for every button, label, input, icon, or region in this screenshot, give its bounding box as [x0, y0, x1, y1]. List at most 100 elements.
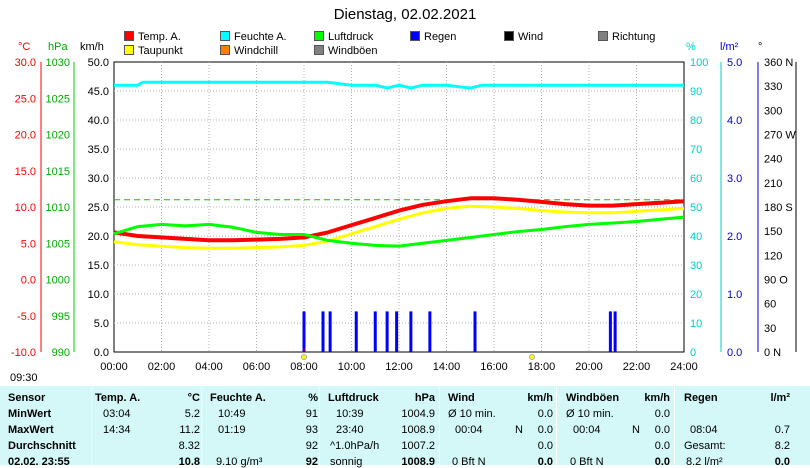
temp-avg: 8.32: [178, 440, 200, 452]
legend-swatch: [504, 31, 514, 41]
direction-tick-label: 240: [764, 154, 782, 166]
x-tick-label: 08:00: [290, 361, 318, 373]
direction-tick-label: 0 N: [764, 347, 781, 359]
humidity-max-time: 01:19: [218, 424, 246, 436]
rain-bar: [373, 311, 377, 352]
column-header: Luftdruck: [328, 392, 379, 404]
legend-label: Luftdruck: [328, 31, 374, 43]
x-tick-label: 10:00: [338, 361, 366, 373]
humidity-tick-label: 90: [690, 86, 702, 98]
column-header: Wind: [448, 392, 475, 404]
gust-avg: 0.0: [654, 440, 670, 452]
wind-axis-unit: km/h: [80, 41, 104, 53]
column-unit: °C: [187, 392, 200, 404]
humidity-axis-unit: %: [686, 41, 696, 53]
pressure-tick-label: 995: [52, 311, 70, 323]
temp-tick-label: -10.0: [11, 347, 36, 359]
temp-max: 11.2: [179, 424, 200, 436]
wind-min-label: Ø 10 min.: [448, 408, 496, 420]
rain-current: 0.0: [774, 456, 790, 468]
humidity-tick-label: 40: [690, 231, 702, 243]
legend-item-feuchte-a: Feuchte A.: [220, 31, 287, 43]
summary-table: Sensor MinWert MaxWert Durchschnitt 02.02. 2…: [0, 386, 810, 468]
wind-current: 0.0: [537, 456, 553, 468]
pressure-max: 1008.9: [401, 424, 435, 436]
direction-axis-unit: °: [758, 41, 763, 53]
humidity-min-time: 10:49: [218, 408, 246, 420]
humidity-tick-label: 30: [690, 260, 702, 272]
pressure-tick-label: 1005: [46, 238, 70, 250]
temp-axis-unit: °C: [18, 41, 31, 53]
pressure-min-time: 10:39: [336, 408, 364, 420]
direction-tick-label: 60: [764, 299, 776, 311]
x-tick-label: 18:00: [528, 361, 556, 373]
humidity-tick-label: 10: [690, 318, 702, 330]
temp-tick-label: 0.0: [21, 275, 36, 287]
rain-tick-label: 4.0: [727, 115, 742, 127]
pressure-tick-label: 990: [52, 347, 70, 359]
temp-tick-label: 15.0: [15, 166, 36, 178]
column-separator: [319, 386, 320, 465]
humidity-tick-label: 0: [690, 347, 696, 359]
direction-tick-label: 270 W: [764, 130, 796, 142]
wind-min: 0.0: [537, 408, 553, 420]
pressure-tick-label: 1025: [46, 93, 70, 105]
legend-item-wind: Wind: [504, 31, 543, 43]
direction-tick-label: 360 N: [764, 57, 793, 69]
x-tick-label: 14:00: [433, 361, 461, 373]
column-separator: [556, 386, 557, 465]
wind-tick-label: 50.0: [88, 57, 109, 69]
series-line-feuchte-a: [114, 80, 684, 90]
legend-label: Wind: [518, 31, 544, 43]
legend-label: Richtung: [612, 31, 656, 43]
rain-bar: [328, 311, 332, 352]
temp-min: 5.2: [184, 408, 200, 420]
wind-max: 0.0: [537, 424, 553, 436]
wind-tick-label: 20.0: [88, 231, 109, 243]
legend-swatch: [124, 31, 134, 41]
legend-swatch: [220, 45, 230, 55]
legend-label: Windböen: [328, 45, 378, 57]
wind-avg: 0.0: [537, 440, 553, 452]
x-tick-label: 20:00: [575, 361, 603, 373]
direction-tick-label: 30: [764, 323, 776, 335]
row-label: Durchschnitt: [8, 440, 76, 452]
current-time: 09:30: [10, 372, 38, 384]
wind-max-time: 00:04: [455, 424, 483, 436]
x-tick-label: 12:00: [385, 361, 413, 373]
pressure-forecast: sonnig: [330, 456, 363, 468]
rain-total: 8.2: [774, 440, 790, 452]
rain-total-label: Gesamt:: [684, 440, 726, 452]
marker-sunset: [529, 354, 535, 360]
legend-label: Windchill: [234, 45, 279, 57]
wind-tick-label: 5.0: [94, 318, 109, 330]
humidity-tick-label: 70: [690, 144, 702, 156]
temp-tick-label: -5.0: [17, 311, 36, 323]
rain-tick-label: 1.0: [727, 289, 742, 301]
direction-tick-label: 330: [764, 81, 782, 93]
pressure-max-time: 23:40: [336, 424, 364, 436]
rain-bar: [321, 311, 325, 352]
temp-current: 10.8: [178, 456, 200, 468]
row-label: MinWert: [8, 408, 52, 420]
gust-max-time: 00:04: [573, 424, 601, 436]
wind-tick-label: 15.0: [88, 260, 109, 272]
temp-tick-label: 10.0: [15, 202, 36, 214]
legend-swatch: [598, 31, 608, 41]
column-unit: hPa: [414, 392, 435, 404]
temp-tick-label: 20.0: [15, 130, 36, 142]
temp-tick-label: 5.0: [21, 238, 36, 250]
wind-tick-label: 35.0: [88, 144, 109, 156]
humidity-min: 91: [305, 408, 318, 420]
column-header: Temp. A.: [95, 392, 141, 404]
column-separator: [439, 386, 440, 465]
temp-tick-label: 30.0: [15, 57, 36, 69]
column-header: Feuchte A.: [210, 392, 266, 404]
rain-tick-label: 5.0: [727, 57, 742, 69]
rain-max-time: 08:04: [690, 424, 718, 436]
weather-chart: 30.025.020.015.010.05.00.0-5.0-10.010301…: [11, 57, 797, 373]
rain-tick-label: 2.0: [727, 231, 742, 243]
legend-label: Feuchte A.: [234, 31, 287, 43]
direction-tick-label: 210: [764, 178, 782, 190]
humidity-tick-label: 60: [690, 173, 702, 185]
